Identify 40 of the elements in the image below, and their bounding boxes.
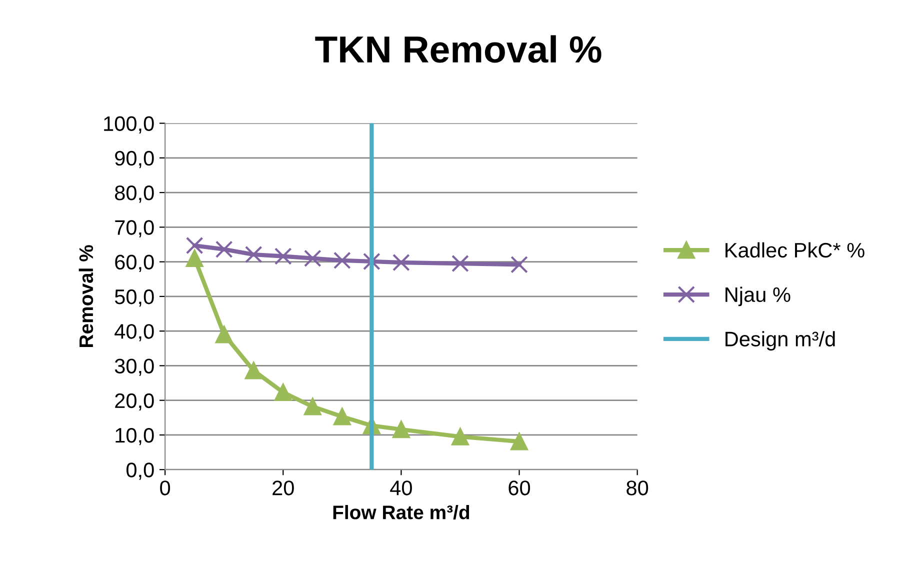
point [304, 250, 322, 268]
y-axis-title: Removal % [78, 245, 94, 348]
chart-title: TKN Removal % [315, 35, 602, 63]
y-tick-label: 100,0 [104, 116, 154, 134]
point [510, 256, 528, 274]
point [274, 384, 292, 402]
x-tick-label: 60 [508, 480, 530, 496]
point [274, 248, 292, 265]
point [333, 408, 351, 426]
point [215, 326, 233, 344]
y-tick-label: 10,0 [116, 428, 154, 446]
x-axis-title: Flow Rate m³/d [333, 504, 470, 520]
y-tick-label: 20,0 [115, 393, 154, 411]
point [510, 432, 528, 450]
x-tick-label: 40 [390, 480, 412, 496]
y-tick-label: 50,0 [114, 289, 154, 307]
point [392, 254, 410, 272]
point [186, 236, 204, 254]
y-tick-label: 60,0 [115, 254, 154, 272]
legend-label: Kadlec PkC* % [726, 242, 864, 258]
point [186, 250, 204, 268]
x-tick-label: 80 [626, 480, 648, 496]
y-tick-label: 70,0 [115, 220, 154, 238]
y-tick-label: 90,0 [115, 150, 154, 168]
point [304, 398, 322, 416]
x-tick-label: 0 [160, 480, 170, 496]
point [452, 428, 469, 446]
y-tick-label: 40,0 [114, 324, 154, 342]
point [244, 246, 262, 264]
legend-label: Njau % [726, 286, 790, 306]
y-tick-label: 0,0 [126, 462, 154, 480]
point [452, 254, 469, 272]
legend-label: Design m³/d [726, 331, 835, 351]
point [392, 420, 410, 438]
point [244, 362, 262, 380]
x-tick-label: 20 [272, 480, 294, 496]
y-tick-label: 30,0 [114, 358, 154, 376]
y-tick-label: 80,0 [115, 186, 154, 203]
point [215, 240, 233, 258]
point [333, 252, 351, 270]
